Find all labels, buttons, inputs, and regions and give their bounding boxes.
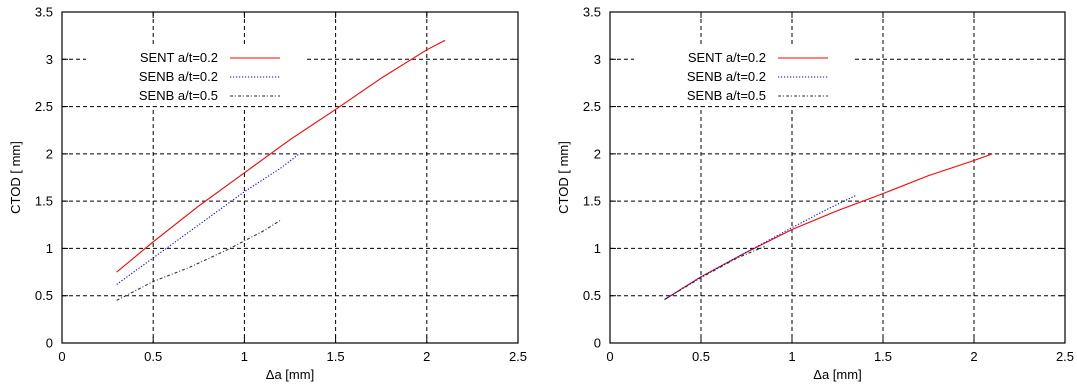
y-axis-label: CTOD [ mm] [8, 141, 23, 214]
series-line-1 [664, 153, 993, 300]
x-tick-label: 0.5 [144, 349, 162, 364]
plot-frame [61, 11, 519, 344]
y-tick-label: 2 [46, 146, 53, 161]
y-tick-label: 1.5 [583, 194, 601, 209]
y-tick-label: 1 [46, 241, 53, 256]
y-tick-label: 0 [46, 336, 53, 351]
x-tick-label: 0 [58, 349, 65, 364]
x-tick-label: 1 [788, 349, 795, 364]
legend-label-2: SENB a/t=0.2 [139, 69, 218, 84]
series-line-3 [116, 219, 282, 301]
y-tick-label: 0.5 [35, 288, 53, 303]
legend-label-1: SENT a/t=0.2 [140, 50, 218, 65]
legend-label-3: SENB a/t=0.5 [687, 88, 766, 103]
y-tick-label: 2 [594, 146, 601, 161]
x-axis-label: Δa [mm] [813, 367, 861, 382]
y-tick-label: 3 [46, 52, 53, 67]
y-tick-label: 1.5 [35, 194, 53, 209]
x-tick-label: 0.5 [692, 349, 710, 364]
y-tick-label: 2.5 [583, 99, 601, 114]
chart-right: SENT a/t=0.2 SENB a/t=0.2 SENB a/t=0.5 0 0.5… [556, 5, 1074, 383]
legend-label-1: SENT a/t=0.2 [688, 50, 766, 65]
y-tick-label: 3.5 [35, 5, 53, 20]
y-axis-label: CTOD [ mm] [556, 141, 571, 214]
x-tick-label: 2 [423, 349, 430, 364]
series-line-1 [116, 39, 446, 273]
legend-label-2: SENB a/t=0.2 [687, 69, 766, 84]
x-axis-label: Δa [mm] [266, 367, 314, 382]
series-line-3 [664, 245, 765, 300]
legend-background [86, 45, 306, 106]
x-tick-label: 2 [970, 349, 977, 364]
x-tick-label: 1.5 [327, 349, 345, 364]
x-tick-label: 2.5 [1056, 349, 1074, 364]
x-tick-label: 1.5 [874, 349, 892, 364]
y-tick-label: 1 [594, 241, 601, 256]
legend-background [634, 45, 854, 106]
x-tick-label: 0 [606, 349, 613, 364]
series-line-2 [664, 195, 856, 300]
series-line-2 [116, 153, 300, 285]
y-tick-label: 3.5 [583, 5, 601, 20]
y-tick-label: 0 [594, 336, 601, 351]
x-tick-label: 2.5 [509, 349, 527, 364]
plot-frame [609, 11, 1066, 344]
legend-label-3: SENB a/t=0.5 [139, 88, 218, 103]
y-tick-label: 2.5 [35, 99, 53, 114]
y-tick-label: 0.5 [583, 288, 601, 303]
chart-left: SENT a/t=0.2 SENB a/t=0.2 SENB a/t=0.5 0 0.5… [8, 5, 527, 383]
y-tick-label: 3 [594, 52, 601, 67]
x-tick-label: 1 [241, 349, 248, 364]
